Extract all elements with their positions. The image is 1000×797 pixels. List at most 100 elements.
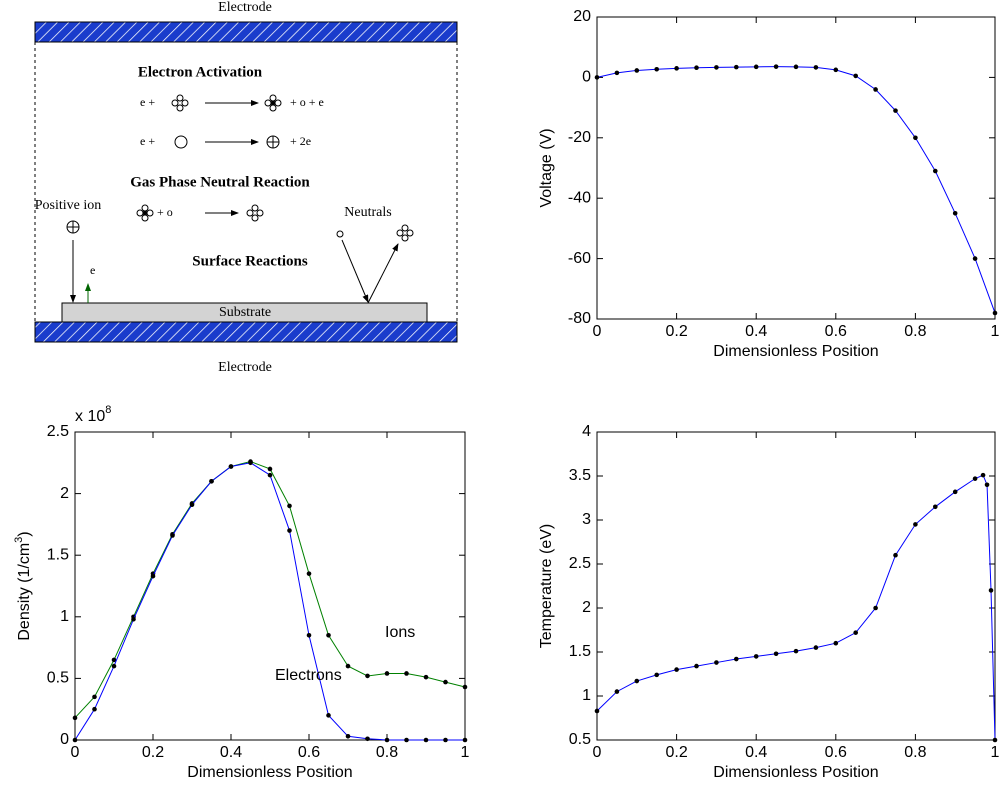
x-tick-label: 0.4: [745, 744, 767, 761]
data-point: [984, 482, 990, 488]
y-axis-label: Voltage (V): [538, 128, 555, 207]
label: Positive ion: [35, 198, 102, 213]
y-axis-label-part: ): [16, 531, 33, 536]
data-point: [694, 663, 699, 669]
data-point: [813, 65, 819, 70]
y-axis-label: Temperature (eV): [538, 524, 555, 649]
atom: [174, 135, 188, 149]
data-point: [933, 168, 938, 174]
axes-frame: [74, 431, 466, 741]
series-label: Ions: [385, 624, 415, 641]
diagram: Electrode Substrate Electrode Electron A…: [34, 0, 458, 375]
y-axis-label-part: Density (1/cm: [16, 543, 33, 641]
data-point: [674, 667, 679, 672]
series-line: [596, 474, 996, 741]
data-point: [634, 68, 640, 73]
dot: [270, 100, 276, 106]
dot: [142, 210, 148, 216]
plot: 0 0.2 0.4 0.6 0.8 1 -80 -60 -40 -20 0 20 Dimensionle…: [538, 8, 999, 360]
data-point: [365, 736, 370, 742]
y-tick-label: 1.5: [569, 643, 591, 660]
data-point: [714, 65, 719, 70]
heading: Electron Activation: [138, 64, 263, 80]
y-tick-label: -20: [568, 129, 591, 146]
y-tick-label: 0.5: [47, 670, 69, 687]
data-point: [423, 737, 429, 743]
multiplier-base: x 10: [75, 408, 105, 425]
data-point: [913, 135, 918, 141]
data-point: [423, 674, 429, 680]
data-point: [111, 663, 117, 669]
axis-multiplier: x 108: [75, 404, 111, 425]
y-tick-label: 1: [582, 687, 591, 704]
label: Substrate: [219, 305, 271, 320]
data-point: [893, 108, 898, 113]
x-tick-label: 0.8: [376, 744, 398, 761]
data-point: [714, 660, 719, 665]
label: Neutrals: [344, 205, 391, 220]
data-point: [287, 528, 292, 533]
axes-frame: [596, 16, 996, 320]
label: Electrode: [218, 0, 272, 15]
data-point: [594, 708, 600, 714]
ion-cross: [67, 221, 79, 233]
reaction-text: e +: [140, 95, 155, 109]
y-tick-label: -80: [568, 310, 591, 327]
arrow: [341, 239, 369, 303]
data-point: [306, 632, 312, 638]
data-point: [404, 671, 409, 676]
data-point: [952, 489, 958, 495]
x-tick-label: 1: [991, 323, 1000, 340]
axes-frame: [596, 431, 996, 741]
x-tick-label: 0.2: [142, 744, 164, 761]
x-tick-label: 0: [593, 323, 602, 340]
ion-cross: [267, 136, 279, 148]
y-tick-label: 1.5: [47, 546, 69, 563]
label: Electrode: [218, 360, 272, 375]
data-point: [462, 684, 468, 690]
data-point: [443, 737, 448, 743]
data-point: [853, 630, 858, 635]
y-tick-label: 3: [582, 511, 591, 528]
label: e: [90, 263, 95, 277]
x-tick-label: 1: [991, 744, 1000, 761]
y-tick-label: 2: [582, 599, 591, 616]
data-point: [267, 472, 273, 478]
series-line: [74, 462, 465, 741]
y-tick-label: 0.5: [569, 731, 591, 748]
data-point: [365, 673, 370, 679]
reaction-text: e +: [140, 134, 155, 148]
series-label: Electrons: [275, 667, 342, 684]
data-point: [443, 679, 448, 685]
data-point: [634, 678, 640, 684]
heading: Surface Reactions: [192, 253, 308, 269]
data-point: [913, 522, 918, 527]
y-axis-label-part: 3: [13, 537, 25, 543]
data-point: [873, 87, 878, 92]
data-point: [833, 67, 839, 73]
data-point: [972, 476, 978, 481]
y-tick-label: 4: [582, 423, 591, 440]
y-axis-label: Density (1/cm3): [13, 531, 33, 640]
data-point: [404, 737, 409, 743]
x-tick-label: 0: [593, 744, 602, 761]
reaction-text: + o: [157, 205, 173, 219]
series-line: [74, 461, 466, 719]
x-tick-label: 0.8: [904, 744, 926, 761]
data-point: [753, 654, 759, 659]
y-axis-label-part: Voltage (V): [538, 128, 555, 207]
data-point: [980, 472, 986, 478]
x-tick-label: 0.6: [298, 744, 320, 761]
y-tick-label: 2.5: [569, 555, 591, 572]
data-point: [287, 503, 292, 509]
data-point: [952, 211, 958, 216]
x-tick-label: 0.2: [665, 323, 687, 340]
data-point: [992, 737, 998, 743]
x-axis-label: Dimensionless Position: [713, 764, 878, 781]
y-tick-label: 3.5: [569, 467, 591, 484]
data-point: [72, 737, 78, 743]
data-point: [384, 671, 390, 676]
data-point: [150, 573, 156, 579]
data-point: [594, 75, 600, 80]
data-point: [933, 504, 938, 510]
